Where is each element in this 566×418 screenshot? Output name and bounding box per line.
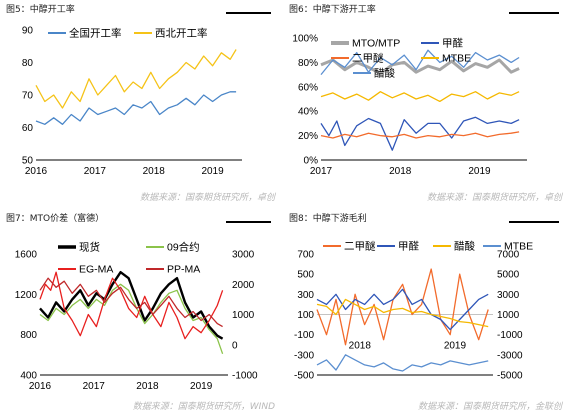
- panel-1: 图5：中醇开工率 50 60 70 80 90 2016 2017 2018 2019 全国开工率…: [0, 0, 283, 209]
- y2-tick-label: 2000: [232, 280, 255, 291]
- chart-3: 400 800 1200 1600 -1000 0 1000 2000 3000 2016 2017…: [15, 241, 258, 393]
- series-line-1: [39, 283, 224, 355]
- y-tick-label: -300: [294, 350, 314, 361]
- y2-tick-label: 1000: [497, 310, 520, 321]
- x-tick-label: 2019: [468, 166, 491, 177]
- series-line-0: [35, 91, 237, 125]
- legend-label: 现货: [79, 241, 100, 254]
- y2-tick-label: -1000: [497, 330, 523, 341]
- source-note: 数据来源：国泰期货研究所，卓创: [139, 193, 275, 203]
- x-tick-label: 2018: [136, 381, 159, 392]
- y-tick-label: 1200: [15, 290, 38, 301]
- title-bar: [509, 12, 559, 14]
- legend-label: PP-MA: [167, 264, 200, 276]
- y-tick-label: 60%: [298, 82, 318, 93]
- series-line-0: [320, 58, 520, 75]
- y-tick-label: 70: [22, 91, 34, 102]
- x-tick-label: 2018: [389, 166, 412, 177]
- y2-tick-label: 0: [232, 340, 238, 351]
- panel-title: 图8：中醇下游毛利: [289, 214, 367, 224]
- y-tick-label: 800: [20, 330, 37, 341]
- panel-title: 图6：中醇下游开工率: [289, 5, 376, 15]
- source-note: 数据来源：国泰期货研究所，WIND: [132, 402, 275, 412]
- title-bar: [509, 221, 559, 223]
- source-note: 数据来源：国泰期货研究所，金联创: [417, 402, 562, 412]
- legend-label: 醋酸: [374, 67, 395, 80]
- x-tick-label: 2019: [444, 341, 467, 352]
- series-line-1: [316, 288, 489, 331]
- chart-2: 0% 20% 40% 60% 80% 100% 2017 2018 2019 MTO/MTP 甲醛二…: [292, 34, 527, 177]
- title-bar: [226, 221, 271, 223]
- y-tick-label: 400: [20, 371, 37, 382]
- y-tick-label: 80: [22, 58, 34, 69]
- x-tick-label: 2017: [83, 381, 106, 392]
- panel-title: 图5：中醇开工率: [6, 5, 75, 15]
- panel-3: 图7：MTO价差（富德） 400 800 1200 1600 -1000 0 1000 200…: [0, 209, 283, 418]
- series-line-0: [316, 268, 489, 346]
- panel-4: 图8：中醇下游毛利 -500 -300 -100 100 300 500 700 -5000-…: [283, 209, 566, 418]
- panel-2: 图6：中醇下游开工率 0% 20% 40% 60% 80% 100% 2017 2018 201…: [283, 0, 566, 209]
- y2-tick-label: 1000: [232, 310, 255, 321]
- chart-4: -500 -300 -100 100 300 500 700 -5000 -3000 -1000 1…: [294, 240, 533, 382]
- y-tick-label: -100: [294, 330, 314, 341]
- panel-title: 图7：MTO价差（富德）: [6, 214, 105, 224]
- legend-label: 甲醛: [398, 240, 419, 253]
- y-tick-label: 1600: [15, 250, 38, 261]
- chart-1: 50 60 70 80 90 2016 2017 2018 2019 全国开工率 西北开工率: [22, 26, 242, 177]
- series-line-2: [316, 298, 489, 328]
- legend-label: 全国开工率: [69, 27, 122, 40]
- y2-tick-label: -3000: [497, 350, 523, 361]
- series-line-3: [320, 91, 520, 103]
- series-line-0: [39, 271, 224, 340]
- y-tick-label: 60: [22, 123, 34, 134]
- legend-label: 二甲醚: [352, 52, 384, 65]
- y-tick-label: 80%: [298, 58, 318, 69]
- x-tick-label: 2017: [84, 166, 107, 177]
- y2-tick-label: 3000: [232, 250, 255, 261]
- series-line-1: [35, 49, 237, 109]
- y-tick-label: 100%: [292, 34, 318, 45]
- x-tick-label: 2017: [310, 166, 333, 177]
- legend-label: 甲醛: [442, 37, 463, 50]
- legend-label: MTO/MTP: [352, 38, 400, 50]
- x-tick-label: 2019: [190, 381, 213, 392]
- y2-tick-label: 3000: [497, 290, 520, 301]
- series-line-2: [320, 131, 520, 139]
- legend-label: 二甲醚: [344, 240, 376, 253]
- series-line-3: [39, 277, 223, 328]
- legend-label: MTBE: [504, 241, 533, 253]
- y-tick-label: 500: [297, 270, 314, 281]
- y-tick-label: 90: [22, 26, 34, 37]
- title-bar: [226, 12, 271, 14]
- legend-label: MTBE: [442, 53, 471, 65]
- y-tick-label: 40%: [298, 107, 318, 118]
- series-line-1: [320, 116, 520, 151]
- y-tick-label: 20%: [298, 131, 318, 142]
- x-tick-label: 2016: [25, 166, 48, 177]
- legend-label: 09合约: [167, 241, 200, 254]
- y2-tick-label: -5000: [497, 371, 523, 382]
- y-tick-label: 100: [297, 310, 314, 321]
- y2-tick-label: -1000: [232, 371, 258, 382]
- x-tick-label: 2019: [201, 166, 224, 177]
- y-tick-label: -500: [294, 371, 314, 382]
- legend-label: 醋酸: [454, 240, 475, 253]
- y-tick-label: 700: [297, 250, 314, 261]
- y-tick-label: 50: [22, 156, 34, 167]
- y2-tick-label: 5000: [497, 270, 520, 281]
- legend-label: 西北开工率: [155, 27, 208, 40]
- series-line-2: [39, 271, 224, 340]
- y2-tick-label: 7000: [497, 250, 520, 261]
- series-line-3: [316, 354, 489, 372]
- legend-label: EG-MA: [79, 264, 113, 276]
- x-tick-label: 2016: [29, 381, 52, 392]
- y-tick-label: 300: [297, 290, 314, 301]
- x-tick-label: 2018: [349, 341, 372, 352]
- series-line-4: [320, 49, 520, 76]
- y-tick-label: 0%: [304, 156, 319, 167]
- x-tick-label: 2018: [143, 166, 166, 177]
- source-note: 数据来源：国泰期货研究所，卓创: [426, 193, 562, 203]
